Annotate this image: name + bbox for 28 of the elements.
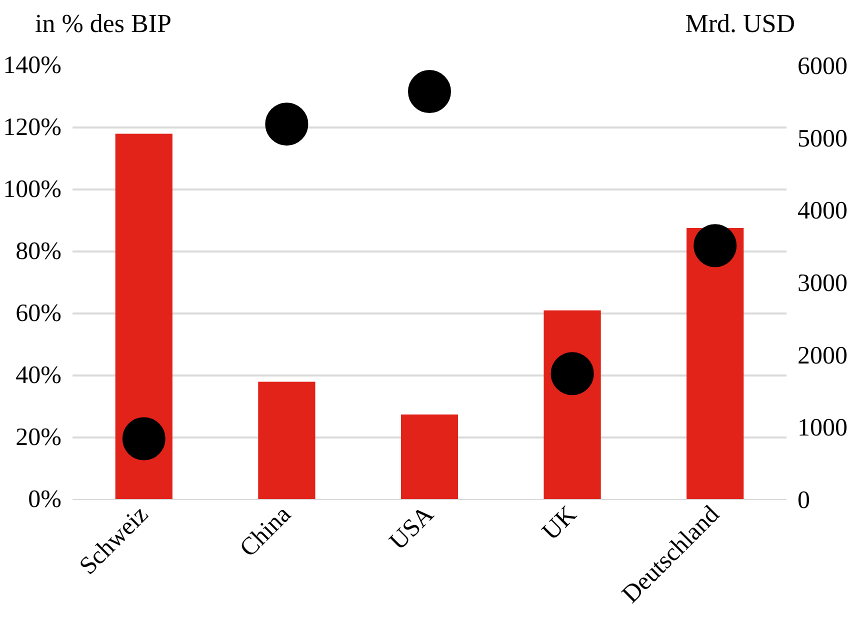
y2-axis-title: Mrd. USD bbox=[685, 8, 795, 40]
x-tick-label: UK bbox=[537, 500, 582, 546]
y2-tick-label: 3000 bbox=[798, 270, 848, 297]
y-tick-label: 20% bbox=[16, 424, 62, 451]
y2-tick-label: 1000 bbox=[798, 414, 848, 442]
point bbox=[265, 102, 308, 146]
y2-tick-label: 4000 bbox=[798, 198, 848, 225]
y-tick-label: 0% bbox=[28, 486, 62, 513]
y-tick-label: 120% bbox=[3, 114, 62, 141]
point bbox=[550, 352, 594, 396]
bar bbox=[115, 134, 172, 500]
y2-tick-label: 0 bbox=[798, 487, 810, 514]
y2-tick-label: 6000 bbox=[798, 53, 848, 80]
y2-tick-label: 5000 bbox=[798, 125, 848, 152]
y-tick-label: 60% bbox=[16, 300, 62, 327]
point bbox=[122, 417, 166, 460]
bar bbox=[400, 414, 458, 500]
y-tick-label: 40% bbox=[16, 362, 62, 389]
x-tick-label: USA bbox=[384, 500, 440, 556]
y-tick-label: 100% bbox=[3, 176, 62, 203]
bar bbox=[686, 228, 744, 500]
point bbox=[408, 70, 451, 113]
point bbox=[694, 224, 737, 268]
y-axis-title: in % des BIP bbox=[35, 8, 172, 40]
bar bbox=[258, 382, 316, 500]
y2-tick-label: 2000 bbox=[798, 342, 848, 370]
y-tick-label: 140% bbox=[3, 52, 62, 79]
y-tick-label: 80% bbox=[16, 238, 62, 265]
